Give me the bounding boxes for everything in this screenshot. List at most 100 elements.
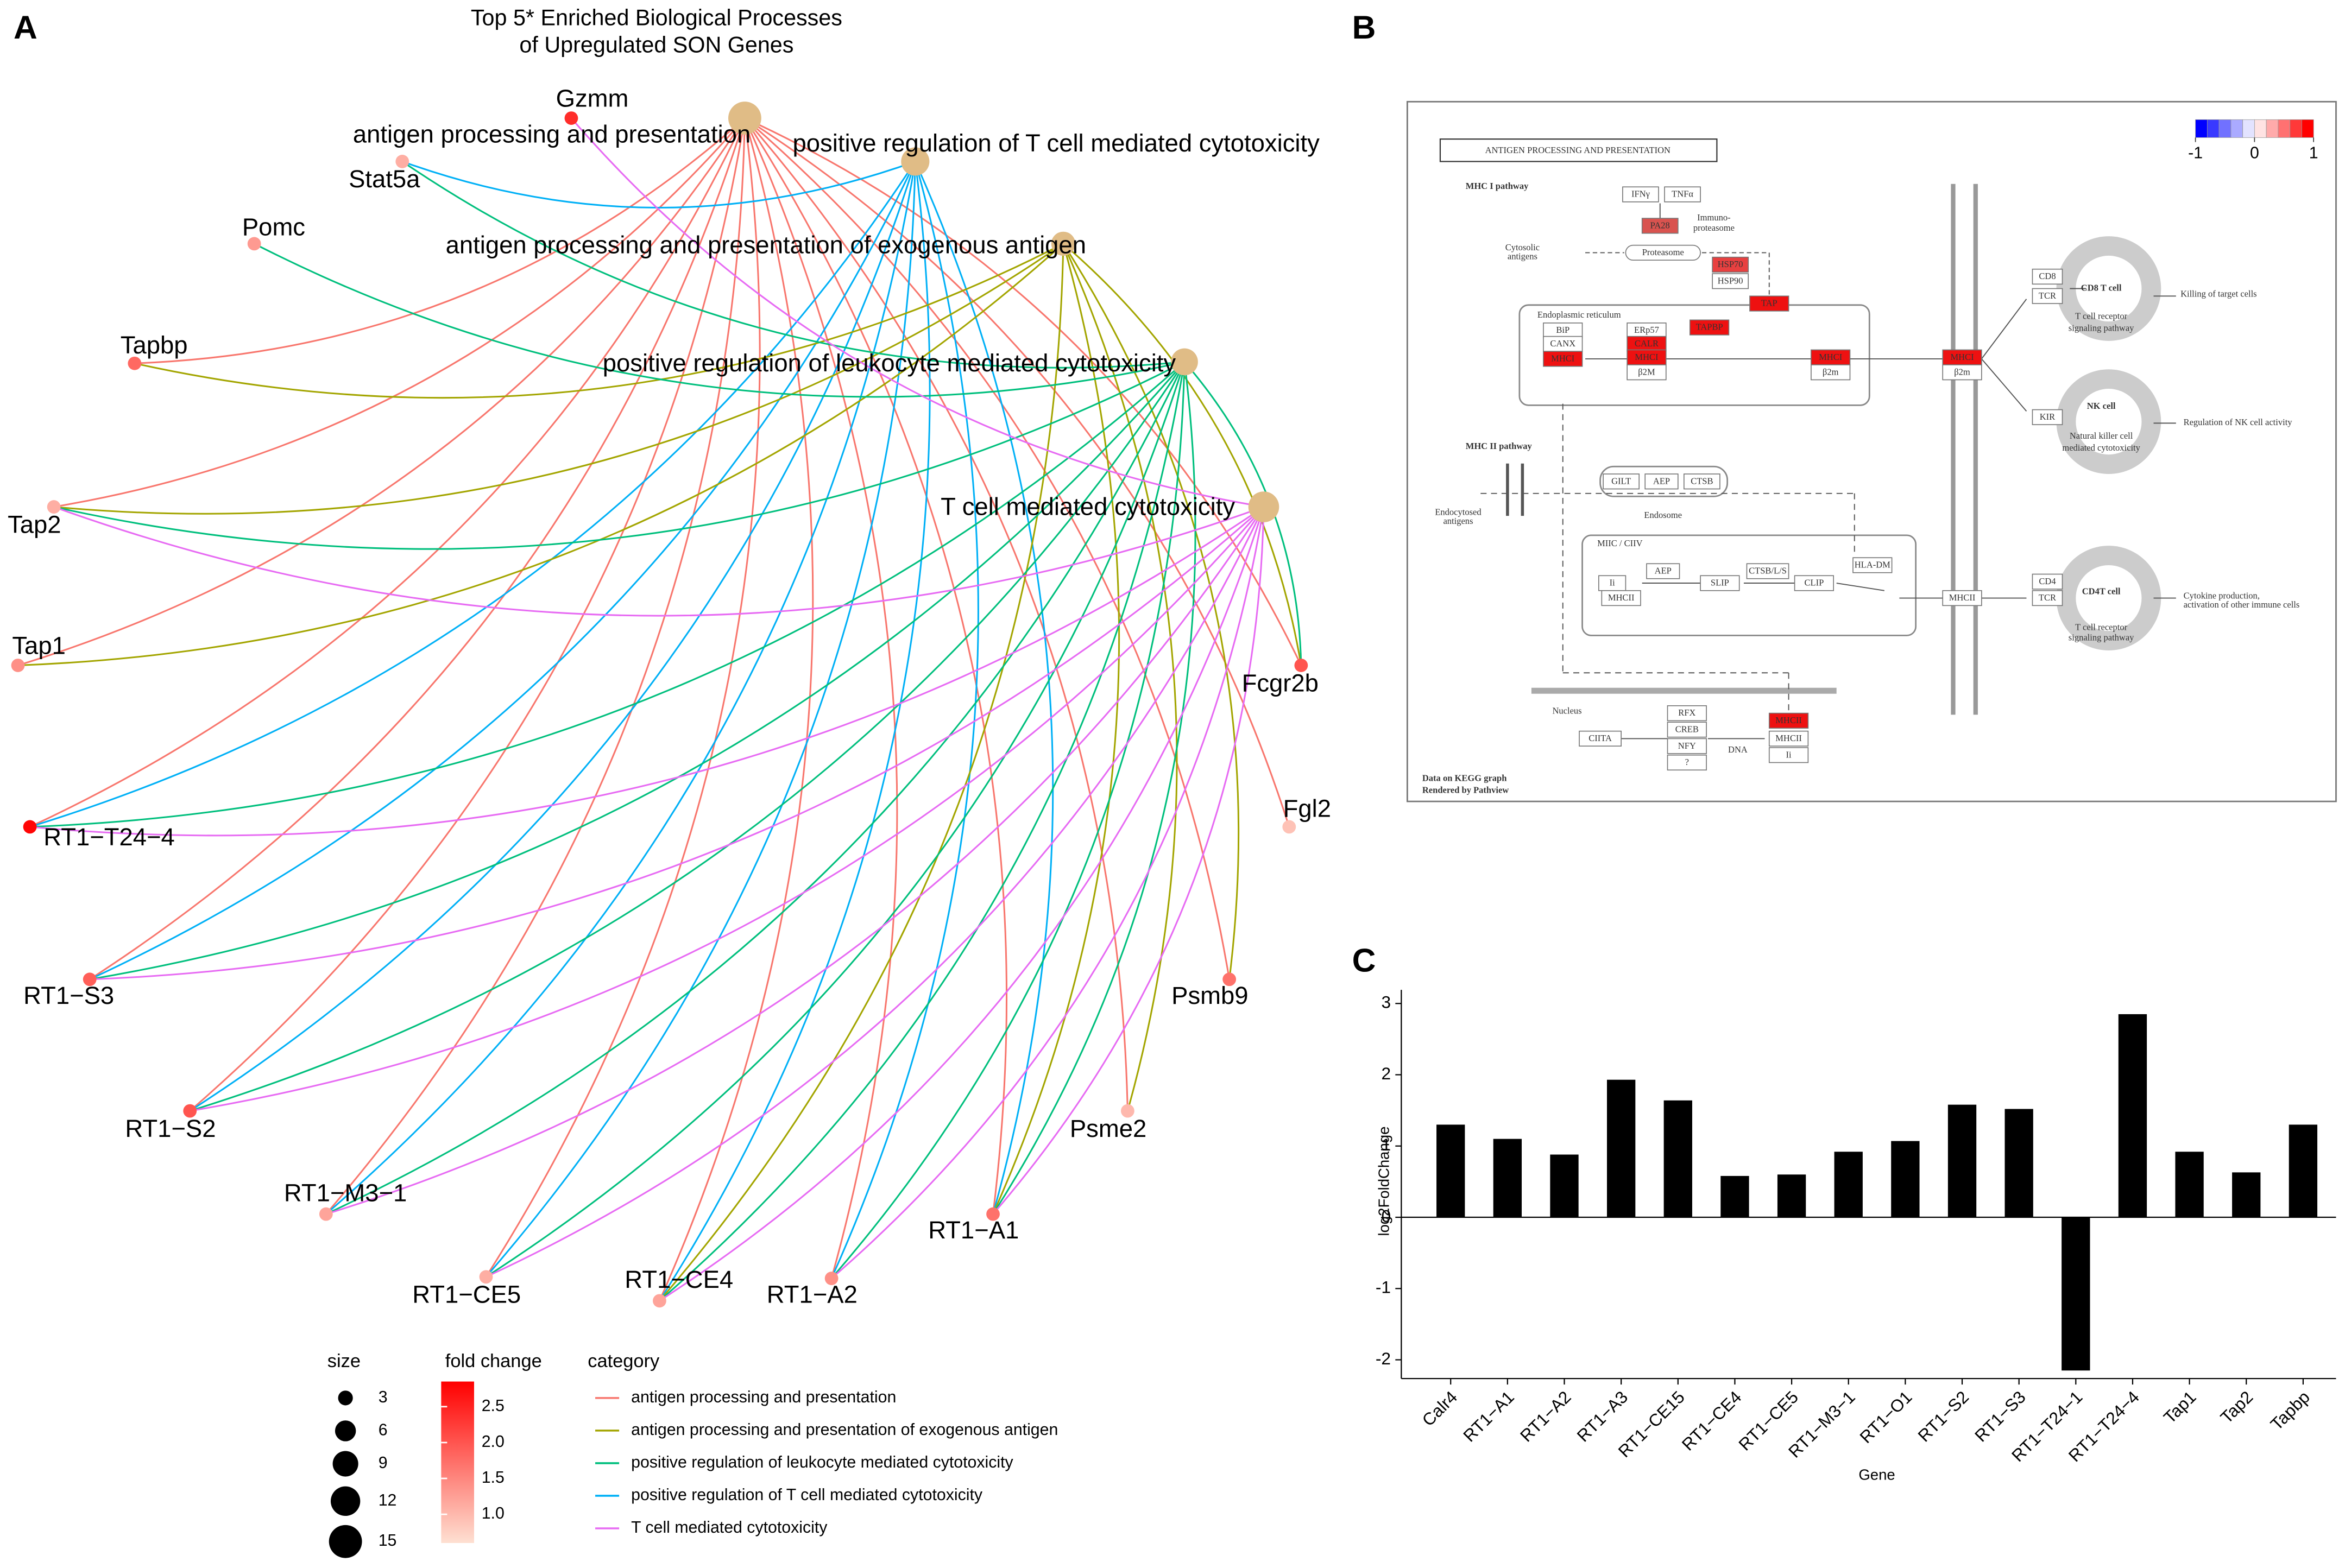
gene-label: RT1−CE5: [412, 1281, 521, 1308]
x-tick-label: RT1−O1: [1856, 1387, 1915, 1447]
kegg-label: CD4T cell: [2082, 586, 2121, 596]
kegg-node-label: MHCII: [1949, 592, 1976, 603]
kegg-node-label: MHCI: [1551, 353, 1574, 364]
kegg-node-label: CTSB/L/S: [1749, 566, 1787, 576]
kegg-label: signaling pathway: [2069, 633, 2134, 643]
kegg-node: [1942, 364, 1982, 381]
category-legend-label: T cell mediated cytotoxicity: [631, 1519, 828, 1537]
kegg-node-label: CIITA: [1588, 733, 1612, 743]
kegg-node: [1627, 336, 1667, 352]
kegg-node: [1627, 364, 1667, 381]
y-tick-label: 2: [1381, 1064, 1391, 1083]
panel-label: A: [14, 9, 37, 46]
network-title: of Upregulated SON Genes: [519, 32, 793, 57]
category-node: [1171, 348, 1198, 376]
edge: [29, 506, 1264, 837]
edge: [659, 243, 1064, 1301]
edge: [190, 361, 1186, 1112]
kegg-node: [1768, 712, 1809, 729]
kegg-node: [2032, 590, 2063, 606]
category-legend-label: antigen processing and presentation: [631, 1388, 896, 1406]
kegg-node-label: TAPBP: [1696, 322, 1723, 332]
kegg-node: [1712, 273, 1749, 289]
kegg-node: [1768, 730, 1809, 747]
kegg-node: [1627, 323, 1667, 339]
kegg-node-label: HSP70: [1718, 259, 1743, 269]
gene-label: RT1−A2: [767, 1281, 858, 1308]
kegg-node-label: CANX: [1550, 338, 1575, 349]
gene-label: RT1−T24−4: [43, 823, 175, 851]
kegg-title-box: [1439, 138, 1718, 162]
edge: [89, 361, 1186, 981]
kegg-scale-swatch: [2266, 119, 2279, 138]
kegg-node: [1749, 295, 1789, 312]
kegg-scale-swatch: [2242, 119, 2255, 138]
bar: [1777, 1174, 1806, 1218]
gene-label: RT1−S2: [125, 1115, 216, 1142]
gene-node: [1294, 659, 1308, 672]
kegg-node-label: Ii: [1786, 749, 1792, 760]
bar: [2232, 1172, 2261, 1218]
kegg-label: Endosome: [1644, 510, 1682, 520]
kegg-label: signaling pathway: [2069, 323, 2134, 333]
nodes: [11, 102, 1308, 1308]
kegg-label: Rendered by Pathview: [1422, 785, 1509, 795]
gene-node: [564, 111, 578, 125]
kegg-node: [1712, 256, 1749, 273]
gene-label: Tapbp: [121, 331, 188, 359]
kegg-node: [1543, 351, 1583, 367]
kegg-node: [1667, 754, 1707, 771]
kegg-node: [1746, 563, 1789, 579]
node-labels: Gzmm Stat5a Pomc Tapbp Tap2 Tap1 RT1−T24−4 RT1−…: [8, 85, 1331, 1308]
edge: [831, 507, 1265, 1279]
kegg-connector: [1981, 358, 2027, 412]
edge: [744, 117, 1129, 1111]
kegg-node-label: CD4: [2039, 576, 2056, 586]
x-tick-label: Tapbp: [2267, 1387, 2314, 1434]
x-tick-label: RT1−A1: [1459, 1387, 1518, 1446]
gene-node: [11, 659, 25, 672]
legend-title: size: [327, 1351, 361, 1371]
kegg-node: [1625, 244, 1701, 261]
edge: [54, 243, 1064, 515]
kegg-node-label: MHCI: [1950, 352, 1974, 362]
edge: [486, 506, 1265, 1278]
size-legend-label: 3: [379, 1388, 388, 1406]
gene-node: [23, 820, 37, 834]
kegg-node: [1811, 364, 1851, 381]
kegg-node: [1667, 722, 1707, 738]
kegg-scale-swatch: [2254, 119, 2267, 138]
edge: [17, 117, 746, 666]
kegg-label: antigens: [1508, 251, 1537, 261]
size-legend-dot: [338, 1390, 353, 1406]
kegg-label: Endocytosed: [1435, 507, 1482, 517]
kegg-node: [1627, 349, 1667, 365]
edge: [30, 361, 1186, 828]
kegg-node-label: CD8: [2039, 271, 2056, 281]
edge: [134, 243, 1064, 399]
edge: [659, 507, 1265, 1302]
gene-label: Fcgr2b: [1242, 669, 1319, 697]
y-tick-label: 3: [1381, 992, 1391, 1012]
kegg-node-label: KIR: [2040, 412, 2055, 422]
bar: [1550, 1154, 1579, 1218]
kegg-node: [2032, 268, 2063, 285]
kegg-label: CD8 T cell: [2081, 282, 2122, 293]
kegg-node: [1641, 218, 1679, 234]
kegg-node-label: β2m: [1823, 366, 1839, 377]
edge: [830, 362, 1186, 1279]
edge: [485, 161, 916, 1278]
er-compartment: [1518, 304, 1870, 406]
edge: [325, 118, 746, 1215]
colorbar: [441, 1381, 474, 1543]
edge: [992, 243, 1120, 1215]
kegg-scale-swatch: [2290, 119, 2302, 138]
bar: [1891, 1141, 1920, 1218]
kegg-node-label: Ii: [1610, 578, 1615, 588]
kegg-node: [1622, 186, 1659, 203]
kegg-node: [1598, 575, 1627, 591]
kegg-node-label: IFNγ: [1631, 189, 1650, 199]
colorbar-label: 1.0: [482, 1504, 505, 1522]
kegg-node-label: CLIP: [1804, 578, 1824, 588]
edge: [53, 506, 1264, 617]
